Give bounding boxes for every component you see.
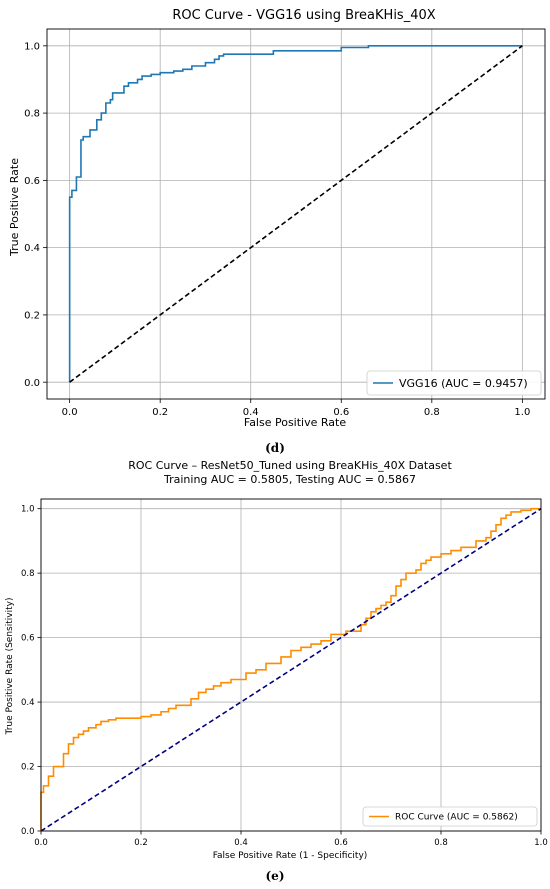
x-tick-label: 1.0 [534, 838, 548, 848]
x-tick-label: 0.0 [62, 407, 78, 418]
roc-curve-line [40, 507, 541, 831]
chance-diagonal-line [40, 507, 542, 832]
x-axis-label: False Positive Rate (1 - Specificity) [213, 851, 368, 861]
y-tick-label: 0.0 [21, 827, 35, 837]
y-axis-label: True Positive Rate [8, 158, 21, 257]
legend-box [362, 806, 538, 827]
chance-diagonal-line [69, 45, 523, 383]
series [68, 45, 523, 383]
x-tick-label: 0.4 [243, 407, 259, 418]
chart-subtitle: Training AUC = 0.5805, Testing AUC = 0.5… [163, 473, 416, 486]
ticks: 0.0 0.2 0.4 0.6 0.8 1.0 0.0 0.2 0.4 0.6 0.8 1.0 [24, 41, 530, 418]
caption-e: (e) [265, 869, 285, 883]
legend: VGG16 (AUC = 0.9457) [366, 370, 542, 396]
y-tick-label: 0.2 [21, 763, 35, 773]
y-tick-label: 0.8 [24, 109, 40, 120]
x-tick-label: 0.8 [424, 407, 440, 418]
y-tick-label: 0.2 [24, 311, 40, 322]
y-tick-label: 0.6 [21, 634, 35, 644]
x-tick-label: 0.2 [134, 838, 148, 848]
x-tick-label: 1.0 [514, 407, 530, 418]
x-tick-label: 0.8 [434, 838, 448, 848]
legend: ROC Curve (AUC = 0.5862) [362, 806, 538, 827]
y-tick-label: 1.0 [21, 505, 35, 515]
series [40, 507, 542, 832]
x-tick-label: 0.2 [152, 407, 168, 418]
y-tick-label: 0.8 [21, 569, 35, 579]
legend-box [366, 370, 542, 396]
x-tick-label: 0.0 [34, 838, 48, 848]
chart-title: ROC Curve - VGG16 using BreaKHis_40X [172, 8, 435, 23]
roc-chart-vgg16: ROC Curve - VGG16 using BreaKHis_40X Fal… [8, 8, 546, 429]
caption-d: (d) [265, 441, 285, 455]
y-axis-label: True Positive Rate (Sensitivity) [5, 598, 15, 736]
y-tick-label: 0.4 [21, 698, 35, 708]
roc-chart-resnet50: ROC Curve – ResNet50_Tuned using BreaKHi… [5, 459, 548, 861]
ticks: 0.0 0.2 0.4 0.6 0.8 1.0 0.0 0.2 0.4 0.6 0.8 1.0 [21, 505, 548, 848]
y-tick-label: 0.0 [24, 378, 40, 389]
grid [40, 499, 542, 832]
x-tick-label: 0.6 [333, 407, 349, 418]
y-tick-label: 1.0 [24, 41, 40, 52]
plot-frame [40, 498, 542, 832]
legend-label: VGG16 (AUC = 0.9457) [399, 377, 528, 390]
y-tick-label: 0.4 [24, 243, 40, 254]
legend-label: ROC Curve (AUC = 0.5862) [395, 813, 518, 823]
roc-curve-line [68, 45, 523, 383]
x-tick-label: 0.6 [334, 838, 348, 848]
x-tick-label: 0.4 [234, 838, 248, 848]
chart-title: ROC Curve – ResNet50_Tuned using BreaKHi… [128, 459, 452, 472]
x-axis-label: False Positive Rate [244, 416, 346, 429]
grid [47, 29, 545, 399]
y-tick-label: 0.6 [24, 176, 40, 187]
plot-frame [46, 28, 546, 400]
